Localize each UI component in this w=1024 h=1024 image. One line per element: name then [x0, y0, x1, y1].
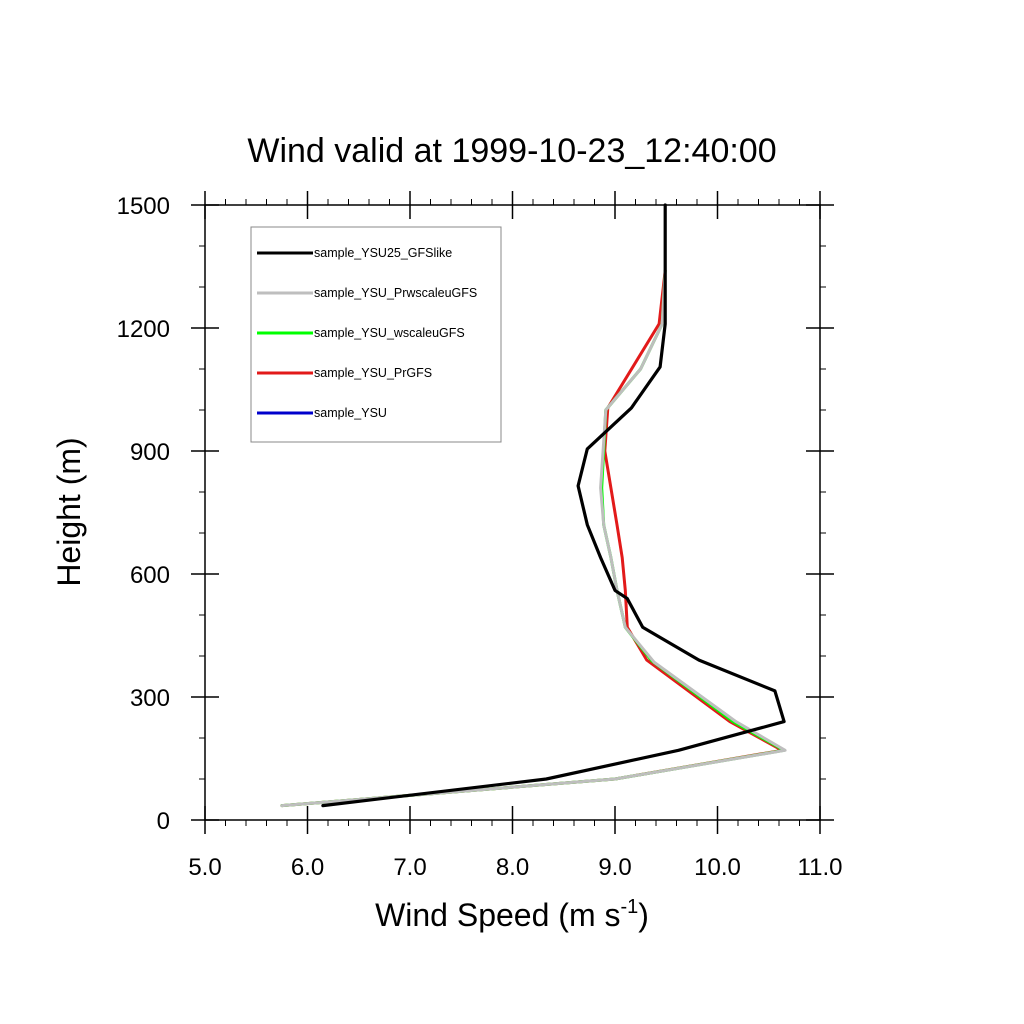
x-tick-label: 10.0 [694, 854, 741, 881]
legend-box [250, 226, 502, 443]
y-axis-label: Height (m) [51, 437, 87, 586]
x-axis-label-sup: -1 [620, 896, 638, 918]
x-tick-labels: 5.0 6.0 7.0 8.0 9.0 10.0 11.0 [188, 854, 842, 881]
x-tick-label: 11.0 [798, 854, 843, 881]
legend-label: sample_YSU [314, 406, 387, 420]
legend-items: sample_YSU25_GFSlike sample_YSU_Prwscaleu… [257, 246, 477, 420]
chart-title: Wind valid at 1999-10-23_12:40:00 [247, 132, 776, 170]
legend-label: sample_YSU25_GFSlike [314, 246, 452, 260]
x-tick-label: 8.0 [496, 854, 529, 881]
x-axis-label-main: Wind Speed (m s [375, 897, 620, 933]
legend: sample_YSU25_GFSlike sample_YSU_Prwscaleu… [250, 226, 502, 443]
series-lines [280, 203, 787, 808]
major-ticks [191, 191, 834, 834]
legend-label: sample_YSU_PrGFS [314, 366, 432, 380]
series-line-sample_YSU_PrwscaleuGFS [280, 269, 787, 808]
y-tick-label: 300 [130, 685, 170, 712]
y-tick-label: 900 [130, 439, 170, 466]
legend-label: sample_YSU_wscaleuGFS [314, 326, 465, 340]
x-tick-label: 7.0 [393, 854, 426, 881]
y-tick-label: 1500 [117, 193, 170, 220]
x-tick-label: 9.0 [598, 854, 631, 881]
y-tick-label: 0 [157, 808, 170, 835]
minor-ticks [199, 199, 826, 826]
x-axis-label: Wind Speed (m s-1) [375, 896, 649, 933]
y-tick-labels: 0 300 600 900 1200 1500 [117, 193, 170, 835]
y-tick-label: 1200 [117, 316, 170, 343]
x-tick-label: 5.0 [188, 854, 221, 881]
x-axis-label-close: ) [638, 897, 649, 933]
legend-label: sample_YSU_PrwscaleuGFS [314, 286, 477, 300]
series-line-sample_YSU25_GFSlike [321, 203, 786, 808]
y-tick-label: 600 [130, 562, 170, 589]
x-tick-label: 6.0 [291, 854, 324, 881]
